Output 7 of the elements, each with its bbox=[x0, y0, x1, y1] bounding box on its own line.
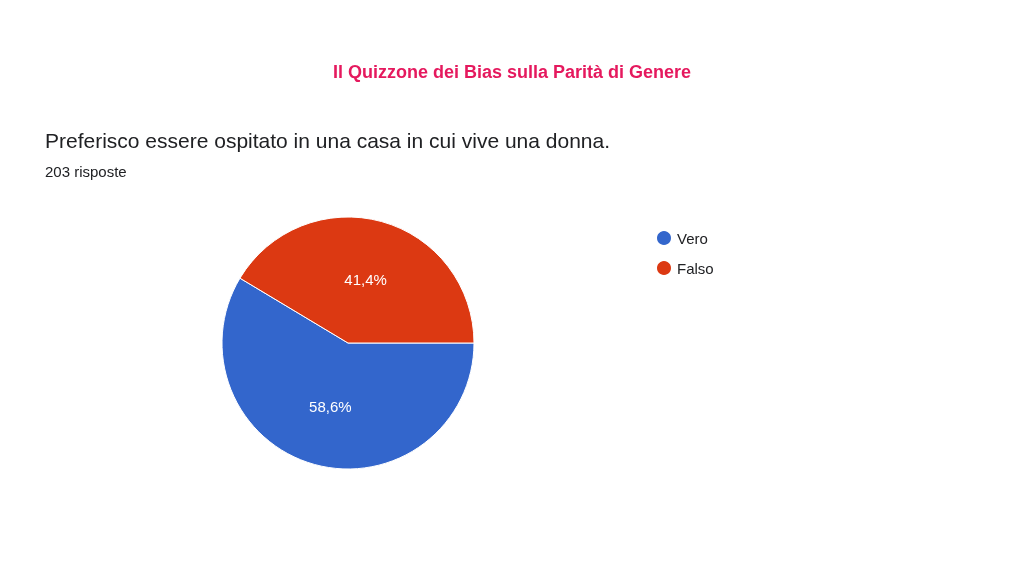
text: 203 risposte bbox=[45, 163, 127, 180]
legend-label: Vero bbox=[677, 229, 708, 247]
data-label: 41,4% bbox=[344, 270, 387, 288]
data-label: 58,6% bbox=[309, 398, 352, 416]
chart-title: Il Quizzone dei Bias sulla Parità di Genere bbox=[332, 62, 692, 82]
chart-subtitle: Preferisco essere ospitato in una casa in cui vive una donna. bbox=[45, 129, 611, 152]
legend-label: Falso bbox=[677, 259, 714, 277]
